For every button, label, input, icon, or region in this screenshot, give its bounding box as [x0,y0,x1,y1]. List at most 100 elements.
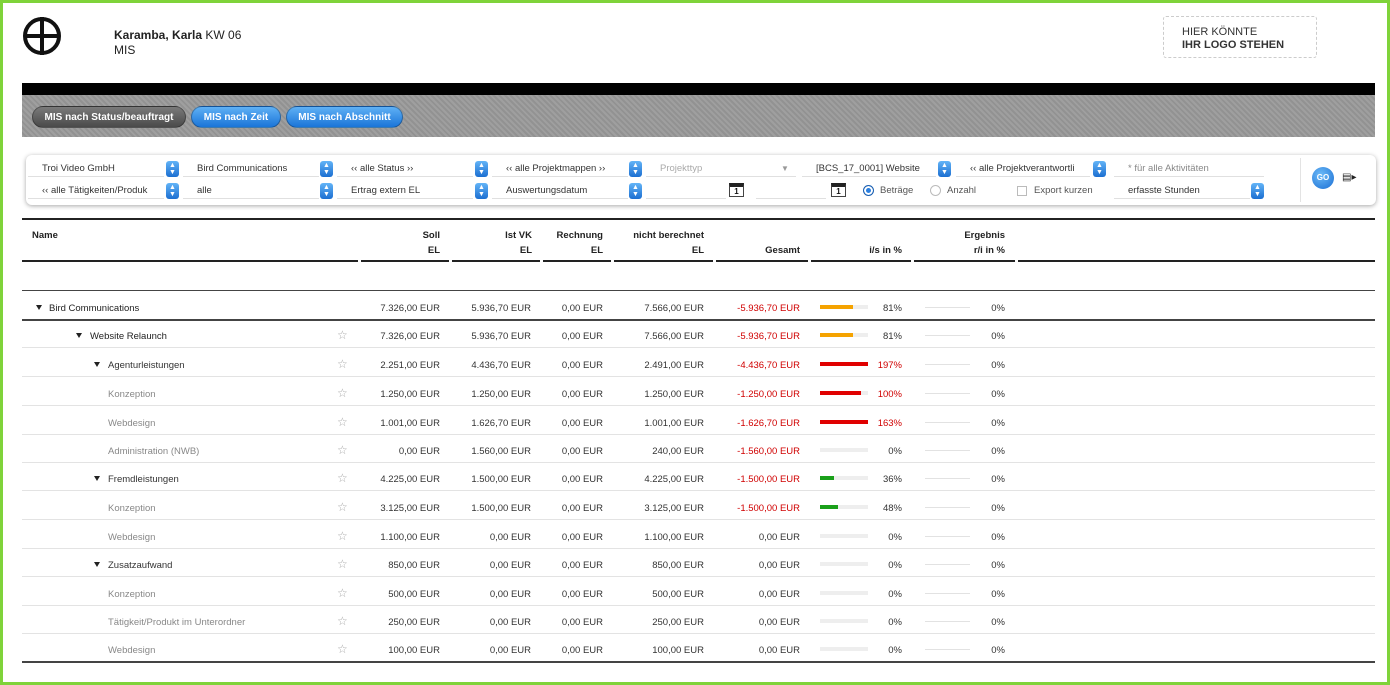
export-short-checkbox[interactable] [1017,186,1027,196]
favorite-star-icon[interactable]: ☆ [337,614,348,628]
date-from-calendar-icon[interactable]: 1 [729,183,744,197]
favorite-star-icon[interactable]: ☆ [337,500,348,514]
col-header-ist-vk[interactable]: Ist VK EL [505,230,532,256]
activity-product-select-arrow-icon[interactable]: ▲ ▼ [166,183,179,199]
col-header-nicht-berechnet[interactable]: nicht berechnet EL [633,230,704,256]
expand-toggle-icon[interactable] [76,333,82,338]
row-name: Website Relaunch [90,331,167,342]
col-header-is-pct[interactable]: i/s in % [869,245,902,256]
hours-select-arrow-icon[interactable]: ▲ ▼ [1251,183,1264,199]
col-header-name[interactable]: Name [32,230,58,241]
cell-gesamt: -4.436,70 EUR [737,360,800,371]
expand-toggle-icon[interactable] [94,562,100,567]
revenue-type-select-arrow-icon[interactable]: ▲ ▼ [475,183,488,199]
is-progress-bar [820,391,868,395]
expand-toggle-icon[interactable] [94,476,100,481]
cell-soll: 7.326,00 EUR [380,331,440,342]
cell-soll: 7.326,00 EUR [380,303,440,314]
favorite-star-icon[interactable]: ☆ [337,471,348,485]
project-lead-select-arrow-icon[interactable]: ▲ ▼ [1093,161,1106,177]
cell-ist: 1.250,00 EUR [471,389,531,400]
expand-toggle-icon[interactable] [36,305,42,310]
client-select-arrow-icon[interactable]: ▲ ▼ [320,161,333,177]
amounts-radio[interactable] [863,185,874,196]
cell-soll: 100,00 EUR [388,645,440,656]
tab-mis-status[interactable]: MIS nach Status/beauftragt [32,106,186,128]
cell-soll: 4.225,00 EUR [380,474,440,485]
project-select-arrow-icon[interactable]: ▲ ▼ [938,161,951,177]
col-header-ergebnis[interactable]: Ergebnis r/i in % [964,230,1005,256]
cell-ergebnis-pct: 0% [991,303,1005,314]
company-select-arrow-icon[interactable]: ▲ ▼ [166,161,179,177]
expand-toggle-icon[interactable] [94,362,100,367]
count-radio[interactable] [930,185,941,196]
favorite-star-icon[interactable]: ☆ [337,357,348,371]
favorite-star-icon[interactable]: ☆ [337,557,348,571]
activities-input[interactable]: * für alle Aktivitäten [1114,161,1264,177]
logo-placeholder-line2: IHR LOGO STEHEN [1182,39,1285,51]
go-button[interactable]: GO [1312,167,1334,189]
col-header-rechnung[interactable]: Rechnung EL [556,230,603,256]
scope-select[interactable]: alle [183,183,319,199]
status-select[interactable]: ‹‹ alle Status ›› [337,161,473,177]
tab-mis-zeit[interactable]: MIS nach Zeit [191,106,281,128]
row-name: Konzeption [108,389,156,400]
favorite-star-icon[interactable]: ☆ [337,443,348,457]
date-to-calendar-icon[interactable]: 1 [831,183,846,197]
favorite-star-icon[interactable]: ☆ [337,586,348,600]
portfolio-select-arrow-icon[interactable]: ▲ ▼ [629,161,642,177]
activity-product-select[interactable]: ‹‹ alle Tätigkeiten/Produk [28,183,164,199]
cell-nicht: 7.566,00 EUR [644,303,704,314]
cell-rechnung: 0,00 EUR [561,474,603,485]
hours-select[interactable]: erfasste Stunden [1114,183,1250,199]
app-logo-icon [23,17,61,55]
row-name: Konzeption [108,589,156,600]
row-separator [22,576,1375,577]
row-name: Tätigkeit/Produkt im Unterordner [108,617,246,628]
header-underline-nicht [614,260,713,262]
is-progress-fill [820,333,854,337]
cell-soll: 1.250,00 EUR [380,389,440,400]
cell-gesamt: 0,00 EUR [758,617,800,628]
col-header-soll[interactable]: Soll EL [422,230,440,256]
col-header-gesamt[interactable]: Gesamt [765,245,800,256]
ergebnis-progress-bar [925,422,970,423]
date-from-input[interactable] [646,183,726,199]
project-type-select[interactable]: Projekttyp [646,161,796,177]
project-type-chevron-icon[interactable]: ▼ [781,164,789,173]
date-to-input[interactable] [756,183,826,199]
user-info: Karamba, Karla KW 06 MIS [114,28,241,58]
evaluation-date-select-arrow-icon[interactable]: ▲ ▼ [629,183,642,199]
cell-ergebnis-pct: 0% [991,360,1005,371]
client-select[interactable]: Bird Communications [183,161,319,177]
is-progress-bar [820,647,868,651]
tab-mis-abschnitt[interactable]: MIS nach Abschnitt [286,106,403,128]
row-separator [22,661,1375,663]
cell-nicht: 3.125,00 EUR [644,503,704,514]
is-progress-fill [820,391,861,395]
status-select-arrow-icon[interactable]: ▲ ▼ [475,161,488,177]
ergebnis-progress-bar [925,649,970,650]
revenue-type-select[interactable]: Ertrag extern EL [337,183,473,199]
ergebnis-progress-bar [925,450,970,451]
favorite-star-icon[interactable]: ☆ [337,415,348,429]
portfolio-select[interactable]: ‹‹ alle Projektmappen ›› [492,161,628,177]
cell-nicht: 850,00 EUR [652,560,704,571]
cell-is-pct: 81% [882,331,902,342]
header-underline-rechnung [543,260,611,262]
favorite-star-icon[interactable]: ☆ [337,386,348,400]
favorite-star-icon[interactable]: ☆ [337,642,348,656]
favorite-star-icon[interactable]: ☆ [337,328,348,342]
cell-soll: 1.100,00 EUR [380,532,440,543]
export-icon[interactable]: ▤▸ [1342,172,1357,183]
project-select[interactable]: [BCS_17_0001] Website [802,161,936,177]
evaluation-date-select[interactable]: Auswertungsdatum [492,183,628,199]
scope-select-arrow-icon[interactable]: ▲ ▼ [320,183,333,199]
row-separator [22,319,1375,321]
cell-gesamt: -5.936,70 EUR [737,331,800,342]
project-lead-select[interactable]: ‹‹ alle Projektverantwortli [956,161,1090,177]
cell-ist: 1.500,00 EUR [471,503,531,514]
favorite-star-icon[interactable]: ☆ [337,529,348,543]
cell-gesamt: -1.250,00 EUR [737,389,800,400]
company-select[interactable]: Troi Video GmbH [28,161,164,177]
